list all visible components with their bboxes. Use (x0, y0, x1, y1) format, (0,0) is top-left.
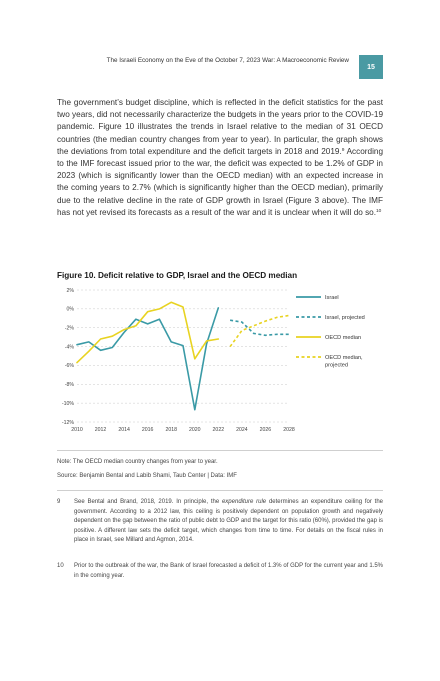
legend-label: Israel, projected (325, 315, 365, 321)
x-tick-label: 2022 (213, 427, 225, 433)
footnote-9: 9 See Bental and Brand, 2018, 2019. In p… (57, 498, 383, 556)
series-line-israel-projected (229, 319, 289, 337)
x-tick-label: 2018 (165, 427, 177, 433)
x-tick-label: 2016 (142, 427, 154, 433)
x-tick-label: 2026 (260, 427, 272, 433)
figure-title: Figure 10. Deficit relative to GDP, Isra… (57, 271, 298, 280)
legend-label: Israel (325, 295, 339, 301)
y-tick-label: -12% (62, 420, 74, 426)
figure-source: Source: Benjamin Bental and Labib Shami,… (57, 473, 237, 479)
footnote-text: See Bental and Brand, 2018, 2019. In pri… (74, 498, 383, 546)
footnote-number: 9 (57, 499, 61, 505)
figure-bottom-rule (57, 490, 383, 491)
series-line-israel (76, 307, 220, 411)
x-tick-label: 2028 (283, 427, 295, 433)
figure-top-rule (57, 450, 383, 451)
body-text-part-2: According to the IMF forecast issued pri… (57, 146, 383, 217)
footnote-number: 10 (57, 563, 64, 569)
running-head-title: The Israeli Economy on the Eve of the Oc… (106, 57, 349, 64)
x-tick-label: 2012 (95, 427, 107, 433)
y-tick-label: -8% (65, 382, 75, 388)
y-tick-label: -4% (65, 344, 75, 350)
x-tick-label: 2014 (118, 427, 130, 433)
series-line-oecd-median-projected (229, 314, 290, 348)
deficit-chart: 2% 0% -2% -4% -6% -8% -10% -12%2010 2012 2014 2016… (62, 288, 365, 433)
y-tick-label: -6% (65, 363, 75, 369)
y-tick-label: -2% (65, 326, 75, 332)
footnote-text: Prior to the outbreak of the war, the Ba… (74, 563, 383, 579)
legend-label: OECD median (325, 335, 361, 341)
page-number: 15 (359, 55, 383, 79)
body-text-part-1: The government’s budget discipline, whic… (57, 98, 383, 156)
body-paragraph: The government’s budget discipline, whic… (57, 97, 383, 219)
y-tick-label: 2% (67, 288, 75, 294)
footnote-10: 10 Prior to the outbreak of the war, the… (57, 562, 383, 584)
y-tick-label: -10% (62, 401, 74, 407)
x-tick-label: 2020 (189, 427, 201, 433)
footnote-emphasis: expenditure rule (221, 499, 267, 505)
footnote-ref-9[interactable]: 9 (341, 147, 345, 153)
legend-label: OECD median, projected (325, 355, 363, 369)
x-tick-label: 2010 (71, 427, 83, 433)
footnote-text-part: See Bental and Brand, 2018, 2019. In pri… (74, 499, 222, 505)
footnote-text-part: determines an expenditure ceiling for th… (74, 499, 384, 544)
y-tick-label: 0% (67, 307, 75, 313)
series-line-oecd-median (76, 301, 220, 364)
figure-note: Note: The OECD median country changes fr… (57, 459, 218, 465)
footnote-ref-10[interactable]: 10 (376, 208, 382, 214)
x-tick-label: 2024 (236, 427, 248, 433)
